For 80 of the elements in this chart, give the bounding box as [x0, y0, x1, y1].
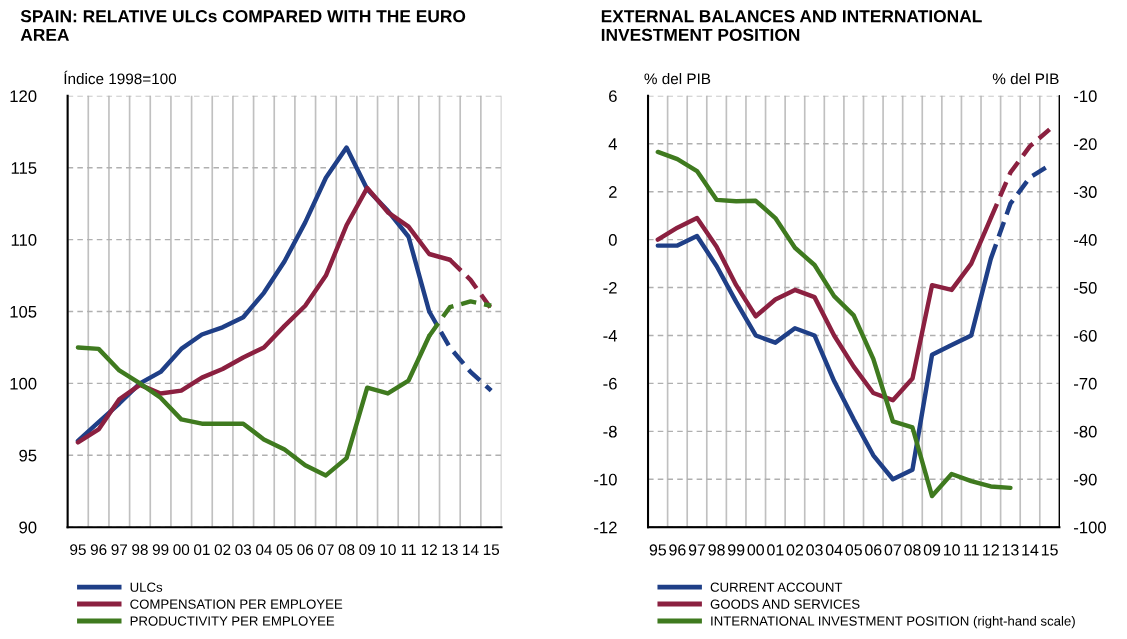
x-tick-label: 15 — [1041, 544, 1058, 556]
x-tick-label: 09 — [923, 544, 941, 556]
y-axis-title: Índice 1998=100 — [64, 70, 177, 85]
x-tick-label: 98 — [132, 544, 148, 556]
x-tick-label: 12 — [421, 544, 437, 555]
x-tick-label: 09 — [359, 544, 375, 556]
x-tick-label: 12 — [983, 544, 999, 556]
y2-tick-label: -10 — [1074, 90, 1097, 103]
y2-tick-label: -90 — [1074, 473, 1097, 486]
y-tick-label: 110 — [11, 234, 37, 246]
chart-title: SPAIN: RELATIVE ULCs COMPARED WITH THE EURO AREA — [20, 10, 466, 41]
x-tick-label: 00 — [747, 544, 765, 556]
y-tick-label: -10 — [594, 473, 617, 486]
y-tick-label: -4 — [603, 330, 617, 342]
y-tick-label: 6 — [609, 90, 617, 103]
x-tick-label: 96 — [669, 544, 686, 556]
y-tick-label: 105 — [10, 305, 37, 318]
y-tick-label: -2 — [603, 281, 617, 294]
x-tick-label: 95 — [70, 544, 86, 556]
y-tick-label: 120 — [10, 90, 37, 103]
y-tick-label: 95 — [19, 449, 37, 462]
legend-label: ULCs — [130, 582, 163, 592]
x-tick-label: 07 — [317, 544, 334, 556]
x-tick-label: 10 — [380, 544, 396, 556]
x-tick-label: 14 — [463, 544, 479, 555]
x-tick-label: 06 — [865, 544, 882, 556]
y2-tick-label: -100 — [1074, 521, 1106, 534]
y-axis-title: % del PIB — [644, 72, 711, 85]
y-tick-label: -6 — [603, 377, 617, 390]
legend-label: COMPENSATION PER EMPLOYEE — [130, 599, 343, 609]
y2-tick-label: -80 — [1074, 425, 1097, 438]
x-tick-label: 15 — [483, 544, 500, 556]
x-tick-label: 08 — [338, 544, 355, 556]
y-tick-label: -12 — [594, 521, 617, 534]
x-tick-label: 97 — [111, 544, 127, 556]
x-tick-label: 99 — [728, 544, 745, 556]
x-tick-label: 11 — [964, 544, 979, 556]
x-tick-label: 04 — [825, 544, 843, 556]
y2-tick-label: -70 — [1074, 377, 1097, 390]
x-tick-label: 02 — [786, 544, 804, 556]
x-tick-label: 04 — [256, 544, 272, 556]
x-tick-label: 08 — [904, 544, 921, 556]
x-tick-label: 10 — [943, 544, 960, 556]
legend-label: INTERNATIONAL INVESTMENT POSITION (right-hand scale) — [711, 616, 1075, 629]
x-tick-label: 96 — [90, 544, 107, 556]
x-tick-label: 00 — [173, 544, 190, 556]
x-tick-label: 05 — [845, 544, 862, 556]
x-tick-label: 07 — [884, 544, 901, 556]
x-tick-label: 13 — [442, 544, 458, 556]
y-tick-label: 115 — [11, 162, 37, 174]
x-tick-label: 97 — [688, 544, 706, 556]
legend-label: GOODS AND SERVICES — [710, 599, 860, 609]
x-tick-label: 98 — [708, 544, 725, 556]
y-tick-label: 90 — [19, 521, 37, 534]
x-tick-label: 03 — [806, 544, 823, 556]
x-tick-label: 99 — [152, 544, 169, 556]
x-tick-label: 02 — [214, 544, 231, 556]
x-tick-label: 06 — [297, 544, 314, 556]
y-tick-label: 100 — [10, 377, 37, 390]
y-tick-label: -8 — [603, 425, 617, 438]
x-tick-label: 11 — [401, 544, 416, 555]
y2-tick-label: -40 — [1074, 234, 1097, 246]
legend-label: CURRENT ACCOUNT — [710, 582, 843, 592]
x-tick-label: 01 — [767, 544, 784, 556]
y2-tick-label: -60 — [1074, 329, 1097, 342]
x-tick-label: 13 — [1002, 544, 1019, 556]
x-tick-label: 14 — [1022, 544, 1039, 556]
x-tick-label: 01 — [194, 544, 210, 556]
legend-label: PRODUCTIVITY PER EMPLOYEE — [130, 616, 335, 626]
y2-axis-title: % del PIB — [992, 72, 1059, 85]
y-tick-label: 4 — [608, 138, 617, 150]
x-tick-label: 03 — [235, 544, 252, 556]
x-tick-label: 95 — [649, 544, 667, 556]
y2-tick-label: -50 — [1074, 281, 1097, 294]
y2-tick-label: -20 — [1074, 138, 1097, 150]
y2-tick-label: -30 — [1074, 186, 1097, 198]
x-tick-label: 05 — [276, 544, 293, 556]
y-tick-label: 2 — [609, 186, 617, 198]
chart-title: EXTERNAL BALANCES AND INTERNATIONAL INVESTMENT POSITION — [601, 10, 982, 42]
y-tick-label: 0 — [608, 234, 617, 246]
